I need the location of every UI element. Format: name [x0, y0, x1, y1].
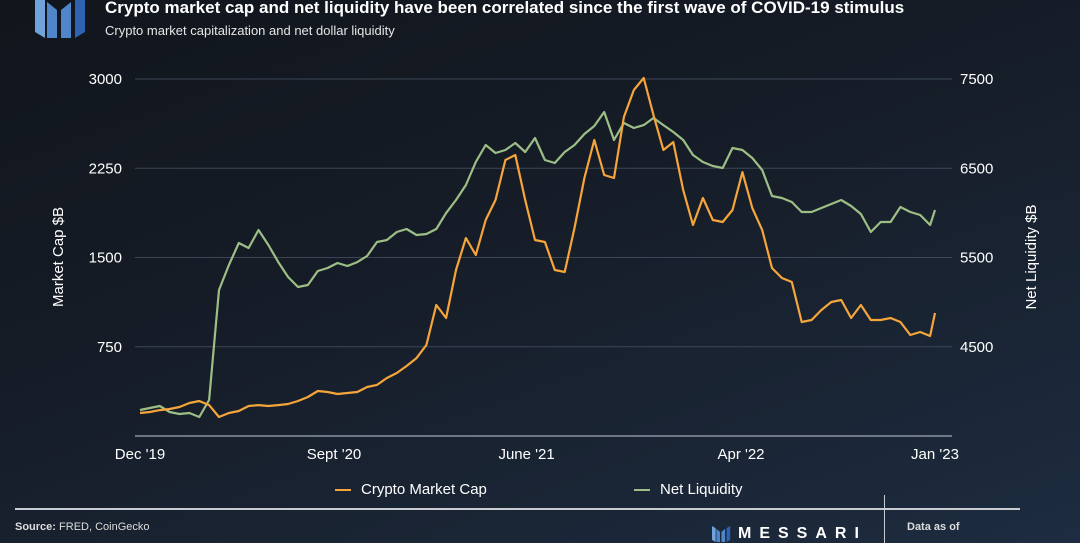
- y-tick-label-right: 7500: [960, 71, 993, 88]
- legend-item-market-cap: Crypto Market Cap: [335, 481, 487, 498]
- net-liquidity-line: [139, 110, 937, 419]
- brand-name: MESSARI: [738, 525, 867, 542]
- legend-item-net-liquidity: Net Liquidity: [634, 481, 743, 498]
- chart-subtitle: Crypto market capitalization and net dol…: [105, 23, 395, 38]
- y-axis-right-ticks: 4500 5500 6500 7500: [960, 71, 993, 356]
- chart-title: Crypto market cap and net liquidity have…: [105, 0, 905, 17]
- footer-divider: [15, 508, 1020, 510]
- market-cap-line: [139, 76, 937, 419]
- x-axis-ticks: Dec '19 Sept '20 June '21 Apr '22 Jan '23: [115, 446, 959, 463]
- y-axis-left-title: Market Cap $B: [50, 207, 67, 307]
- legend-label: Crypto Market Cap: [361, 481, 487, 498]
- footer-vertical-divider: [884, 495, 885, 543]
- messari-logo-icon: [35, 0, 85, 38]
- series-lines: [139, 76, 937, 419]
- y-tick-label-left: 3000: [89, 71, 122, 88]
- source-label: Source:: [15, 521, 56, 533]
- y-tick-label-left: 1500: [89, 250, 122, 267]
- y-tick-label-left: 750: [97, 339, 122, 356]
- messari-brand: MESSARI: [712, 525, 867, 543]
- x-tick-label: Dec '19: [115, 446, 165, 463]
- legend-label: Net Liquidity: [660, 481, 743, 498]
- y-axis-right-title: Net Liquidity $B: [1023, 204, 1040, 309]
- data-as-of: Data as of: [907, 521, 960, 533]
- y-axis-left-ticks: 750 1500 2250 3000: [89, 71, 122, 356]
- x-tick-label: Sept '20: [307, 446, 362, 463]
- x-tick-label: Apr '22: [717, 446, 764, 463]
- messari-small-logo-icon: [712, 526, 731, 542]
- legend-swatch-orange: [335, 488, 351, 491]
- gridlines: [135, 78, 952, 437]
- y-tick-label-right: 5500: [960, 250, 993, 267]
- y-tick-label-right: 6500: [960, 160, 993, 177]
- source-note: Source: FRED, CoinGecko: [15, 521, 150, 533]
- x-tick-label: June '21: [498, 446, 554, 463]
- x-tick-label: Jan '23: [911, 446, 959, 463]
- y-tick-label-left: 2250: [89, 160, 122, 177]
- y-tick-label-right: 4500: [960, 339, 993, 356]
- source-text: FRED, CoinGecko: [59, 521, 150, 533]
- legend-swatch-green: [634, 488, 650, 491]
